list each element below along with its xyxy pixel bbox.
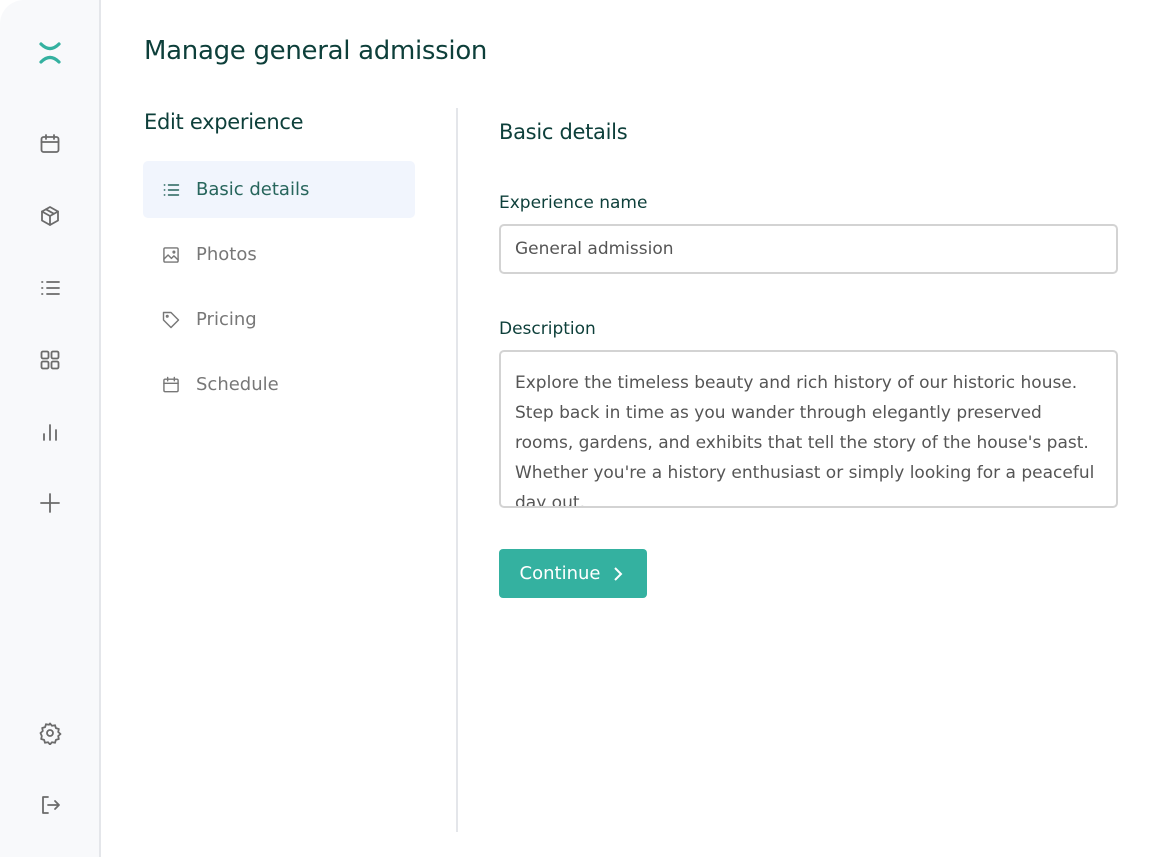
edit-experience-title: Edit experience — [144, 110, 304, 134]
sidebar — [0, 0, 101, 857]
experience-name-label: Experience name — [499, 193, 648, 213]
continue-label: Continue — [519, 563, 601, 584]
image-icon — [163, 246, 179, 263]
nav-item-basic-details[interactable]: Basic details — [143, 161, 415, 218]
description-label: Description — [499, 319, 596, 339]
continue-button[interactable]: Continue — [499, 549, 647, 598]
logo-icon[interactable] — [37, 40, 63, 66]
edit-nav: Basic details Photos Pricing Schedule — [143, 161, 415, 421]
chevron-right-icon — [614, 566, 623, 581]
logout-icon[interactable] — [37, 792, 63, 818]
experience-name-input[interactable]: General admission — [499, 224, 1118, 274]
nav-item-label: Pricing — [196, 309, 257, 330]
calendar-icon — [163, 376, 179, 392]
divider — [456, 108, 458, 832]
box-icon[interactable] — [37, 203, 63, 229]
plus-icon[interactable] — [37, 490, 63, 516]
nav-item-schedule[interactable]: Schedule — [143, 356, 415, 413]
section-title: Basic details — [499, 120, 628, 144]
nav-item-label: Schedule — [196, 374, 279, 395]
list-icon[interactable] — [37, 275, 63, 301]
nav-item-label: Basic details — [196, 179, 310, 200]
tag-icon — [162, 311, 180, 328]
settings-icon[interactable] — [37, 720, 63, 746]
nav-item-photos[interactable]: Photos — [143, 226, 415, 283]
nav-item-label: Photos — [196, 244, 257, 265]
nav-item-pricing[interactable]: Pricing — [143, 291, 415, 348]
list-icon — [163, 183, 180, 196]
grid-icon[interactable] — [37, 347, 63, 373]
bar-chart-icon[interactable] — [37, 419, 63, 445]
description-textarea[interactable]: Explore the timeless beauty and rich his… — [499, 350, 1118, 508]
calendar-icon[interactable] — [37, 131, 63, 157]
page-title: Manage general admission — [144, 36, 488, 66]
